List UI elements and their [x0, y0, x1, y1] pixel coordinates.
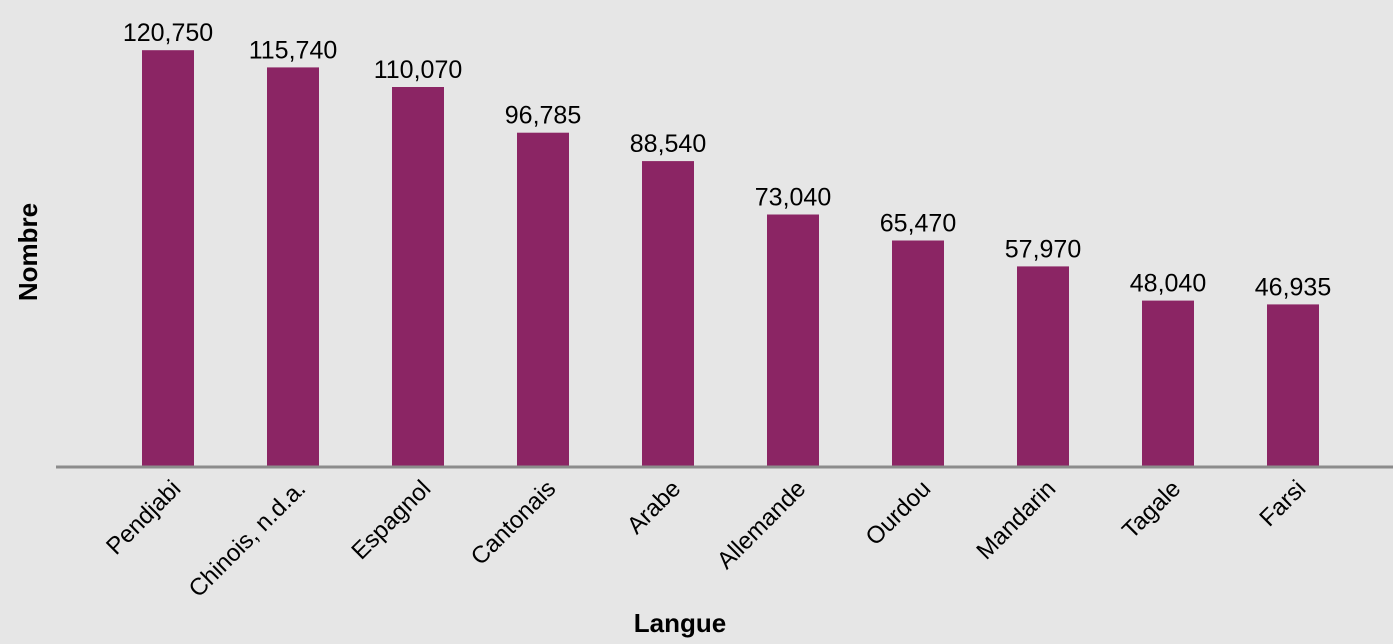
bar-value-label: 48,040: [1130, 270, 1206, 298]
x-axis-title: Langue: [634, 608, 726, 638]
bar: [517, 132, 569, 466]
bar-value-label: 115,740: [249, 36, 338, 64]
bar: [892, 240, 944, 466]
bar: [267, 67, 319, 467]
bar: [142, 50, 194, 466]
bar: [1267, 304, 1319, 466]
y-axis-title: Nombre: [13, 203, 43, 301]
bar: [1017, 266, 1069, 466]
bars-group: [142, 50, 1319, 467]
bar-value-label: 88,540: [630, 130, 706, 158]
bar-value-label: 57,970: [1005, 235, 1081, 263]
bar-value-label: 46,935: [1255, 273, 1331, 301]
bar-value-label: 65,470: [880, 210, 956, 238]
value-labels-group: 120,750 115,740 110,070 96,785 88,540 73,040 6…: [123, 19, 1331, 301]
bar-value-label: 73,040: [755, 184, 831, 212]
bar: [642, 161, 694, 466]
bar-value-label: 110,070: [374, 56, 463, 84]
bar: [767, 214, 819, 466]
bar-value-label: 120,750: [123, 19, 213, 47]
bar: [392, 87, 444, 466]
bar: [1142, 300, 1194, 466]
bar-value-label: 96,785: [505, 102, 581, 130]
